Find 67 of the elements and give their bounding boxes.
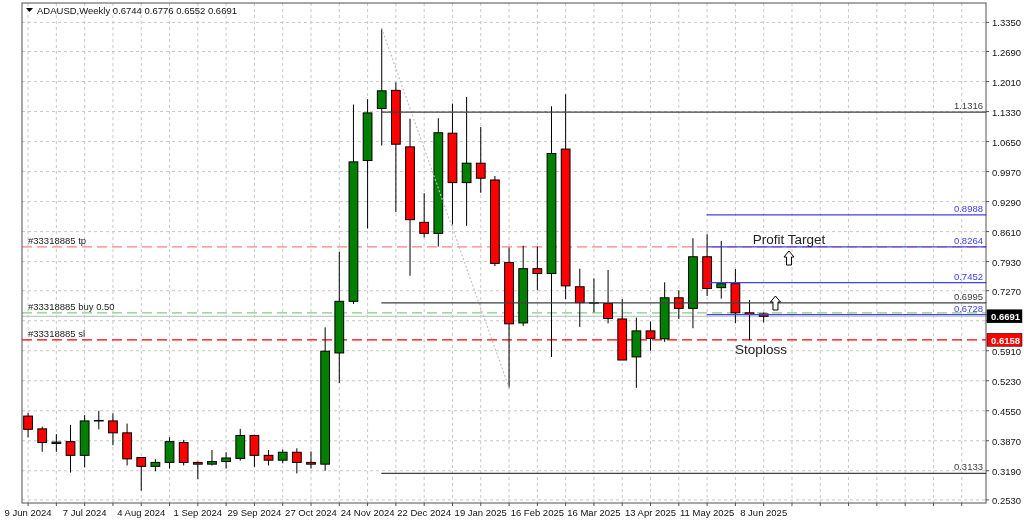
candlestick (376, 28, 387, 147)
x-tick-label: 13 Apr 2025 (624, 507, 677, 518)
candlestick (207, 449, 217, 466)
x-tick-label: 22 Dec 2024 (397, 507, 452, 518)
y-tick-label: 0.2530 (992, 494, 1022, 506)
x-tick-label: 27 Oct 2024 (285, 507, 337, 518)
y-tick-label: 1.0650 (992, 136, 1022, 148)
candlestick (178, 439, 189, 466)
candlestick (532, 246, 543, 291)
x-tick-label: 8 Jun 2025 (740, 507, 788, 518)
y-tick-label: 0.5230 (992, 375, 1022, 387)
annotation: 0.8988 (953, 202, 983, 214)
candlestick (23, 412, 33, 438)
ref-line-label: #33318885 tp (28, 234, 87, 246)
x-tick-label: 24 Nov 2024 (340, 507, 395, 518)
candlestick (221, 451, 231, 470)
annotation: 0.6995 (953, 290, 983, 302)
annotation: 0.6728 (953, 302, 983, 314)
candlestick (136, 456, 147, 492)
candlestick (603, 269, 613, 324)
x-tick-label: 9 Jun 2024 (4, 507, 52, 518)
x-tick-label: 11 May 2025 (679, 507, 735, 518)
y-tick-label: 0.7270 (992, 285, 1022, 297)
annotation: Stoploss (735, 341, 788, 357)
candlestick (65, 424, 76, 474)
annotation: 0.3133 (953, 461, 983, 473)
y-tick-label: 0.9970 (992, 166, 1022, 178)
y-tick-label: 0.8610 (992, 226, 1022, 238)
ref-line-label: #33318885 buy 0.50 (28, 300, 115, 312)
candlestick (249, 434, 260, 468)
x-tick-label: 4 Aug 2024 (117, 507, 166, 518)
x-tick-label: 16 Mar 2025 (567, 507, 621, 518)
ref-line-label: #33318885 sl (28, 327, 86, 339)
candlestick (475, 126, 486, 194)
candlestick (419, 192, 430, 238)
annotation: 0.8264 (953, 234, 983, 246)
y-tick-label: 1.2010 (992, 76, 1022, 88)
y-tick-label: 1.2690 (992, 46, 1022, 58)
y-tick-label: 0.7930 (992, 256, 1022, 268)
candlestick (235, 428, 246, 462)
annotation: 1.1316 (953, 100, 983, 112)
candlestick (461, 96, 472, 227)
chart-title: ADAUSD,Weekly 0.6744 0.6776 0.6552 0.6691 (37, 4, 237, 16)
y-tick-label: 1.3350 (992, 16, 1022, 28)
x-tick-label: 7 Jul 2024 (62, 507, 107, 518)
candlestick (108, 412, 118, 446)
candlestick (574, 268, 585, 328)
y-tick-label: 0.3870 (992, 435, 1022, 447)
candlestick (291, 447, 302, 474)
annotation: 0.6158 (991, 334, 1021, 346)
y-tick-label: 0.4550 (992, 405, 1022, 417)
candlestick (164, 436, 175, 470)
candlestick (716, 240, 727, 300)
candlestick (93, 410, 104, 430)
x-tick-label: 29 Sep 2024 (227, 507, 282, 518)
y-tick-label: 1.1330 (992, 106, 1022, 118)
ref-line-label: 0.6691 (991, 310, 1021, 322)
x-tick-label: 19 Jan 2025 (454, 507, 507, 518)
y-tick-label: 0.9290 (992, 196, 1022, 208)
candlestick (37, 426, 48, 453)
x-tick-label: 1 Sep 2024 (173, 507, 223, 518)
y-tick-label: 0.3190 (992, 465, 1022, 477)
candlestick (306, 450, 316, 470)
annotation: 0.7452 (953, 270, 983, 282)
x-tick-label: 16 Feb 2025 (510, 507, 565, 518)
annotation: Profit Target (752, 231, 826, 247)
y-tick-label: 0.5910 (992, 345, 1022, 357)
